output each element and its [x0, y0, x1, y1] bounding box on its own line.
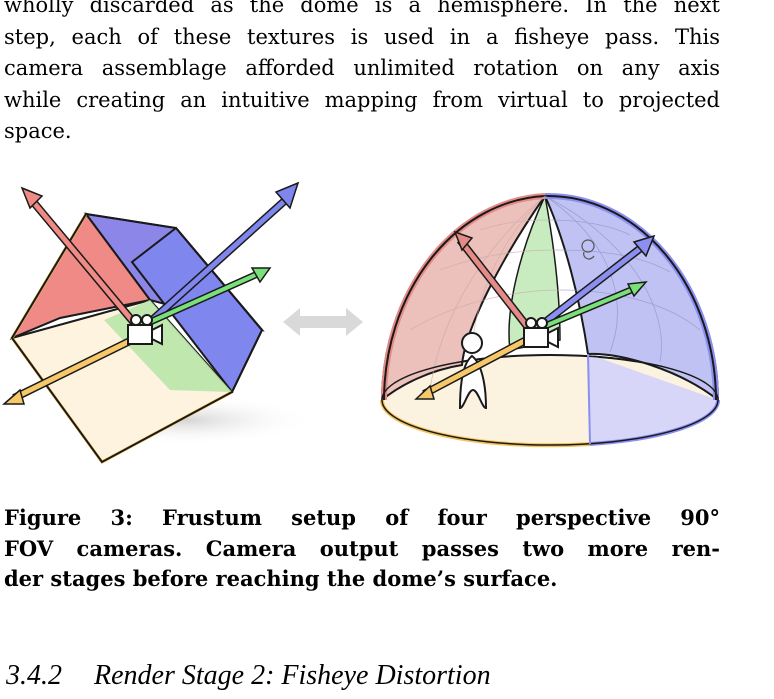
paragraph-line: step, each of these textures is used in … — [4, 24, 720, 49]
paragraph-line: camera assemblage afforded unlimited rot… — [4, 56, 720, 80]
paragraph-line: space. — [4, 119, 72, 143]
caption-line: der stages before reaching the dome’s su… — [4, 566, 558, 591]
frustum-figure — [2, 181, 735, 464]
section-heading: 3.4.2 Render Stage 2: Fisheye Distortion — [6, 660, 491, 692]
figure-caption: Figure 3: Frustum setup of four perspect… — [4, 503, 720, 595]
paragraph-line: while creating an intuitive mapping from… — [4, 87, 720, 112]
double-arrow-icon — [283, 308, 363, 336]
section-number: 3.4.2 — [6, 660, 62, 691]
camera-icon — [523, 317, 559, 349]
body-paragraph: wholly discarded as the dome is a hemisp… — [4, 0, 720, 148]
paragraph-line: wholly discarded as the dome is a hemisp… — [4, 0, 720, 17]
cube-diagram — [2, 181, 315, 464]
camera-icon — [127, 314, 163, 346]
caption-line: Figure 3: Frustum setup of four perspect… — [4, 505, 720, 530]
dome-diagram — [379, 192, 735, 448]
section-title: Render Stage 2: Fisheye Distortion — [94, 660, 491, 691]
caption-line: FOV cameras. Camera output passes two mo… — [4, 535, 720, 561]
face-icon — [581, 239, 595, 260]
